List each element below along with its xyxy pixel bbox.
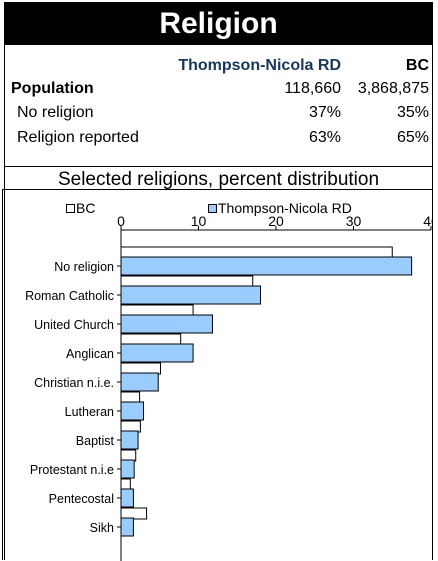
category-label: Roman Catholic: [25, 289, 114, 303]
bar-bc: [120, 333, 182, 346]
section-divider: [5, 166, 432, 167]
bar-thompson-nicola: [120, 372, 159, 392]
x-tick-label: 20: [268, 213, 284, 229]
chart-title: Selected religions, percent distribution: [57, 169, 380, 190]
region-column-header: Thompson-Nicola RD: [178, 57, 341, 74]
category-label: Baptist: [76, 434, 115, 448]
x-tick-label: 30: [346, 213, 362, 229]
bar-chart: 0 10 20 30 40 No religion Roman Catholic United…: [25, 213, 433, 561]
bar-thompson-nicola: [120, 401, 144, 421]
panel-title: Religion: [5, 3, 432, 45]
x-tick-label: 40: [423, 213, 433, 229]
category-label: Protestant n.i.e: [30, 463, 114, 477]
category-label: Anglican: [66, 347, 114, 361]
legend-swatch-region: [208, 204, 217, 213]
bar-bc: [120, 478, 131, 491]
category-label: Sikh: [90, 521, 114, 535]
bar-thompson-nicola: [120, 459, 135, 479]
category-label: No religion: [54, 260, 114, 274]
legend-label-region: Thompson-Nicola RD: [218, 200, 352, 216]
bc-column-header: BC: [405, 57, 429, 74]
stat-bc-no-religion: 35%: [396, 104, 429, 121]
bar-bc: [120, 362, 162, 375]
bar-thompson-nicola: [120, 314, 213, 334]
x-tick-label: 0: [117, 213, 125, 229]
stat-label-religion-reported: Religion reported: [17, 129, 139, 146]
stat-region-religion-reported: 63%: [308, 129, 341, 146]
bar-bc: [120, 449, 137, 462]
category-label: Pentecostal: [49, 492, 114, 506]
bar-bc: [120, 420, 141, 433]
bar-thompson-nicola: [120, 285, 261, 305]
x-tick-label: 10: [191, 213, 207, 229]
bar-thompson-nicola: [120, 517, 134, 537]
legend-label-bc: BC: [76, 200, 96, 216]
bar-bc: [120, 246, 393, 259]
stat-region-population: 118,660: [284, 80, 341, 97]
stat-bc-population: 3,868,875: [357, 80, 429, 97]
legend-swatch-bc: [66, 204, 75, 213]
bar-thompson-nicola: [120, 256, 413, 276]
bar-bc: [120, 391, 141, 404]
bar-thompson-nicola: [120, 343, 194, 363]
stat-region-no-religion: 37%: [308, 104, 341, 121]
stat-label-population: Population: [11, 80, 94, 97]
chart-area: BC Thompson-Nicola RD 0 10 20 30 40 No religi…: [2, 189, 433, 561]
bar-bc: [120, 275, 254, 288]
bar-thompson-nicola: [120, 488, 134, 508]
category-label: Christian n.i.e.: [34, 376, 114, 390]
category-label: United Church: [34, 318, 114, 332]
category-label: Lutheran: [65, 405, 114, 419]
bar-bc: [120, 507, 148, 520]
bar-thompson-nicola: [120, 430, 139, 450]
religion-panel: Religion Thompson-Nicola RD BC Populatio…: [4, 2, 433, 560]
stat-bc-religion-reported: 65%: [396, 129, 429, 146]
stat-label-no-religion: No religion: [17, 104, 94, 121]
bar-bc: [120, 304, 194, 317]
